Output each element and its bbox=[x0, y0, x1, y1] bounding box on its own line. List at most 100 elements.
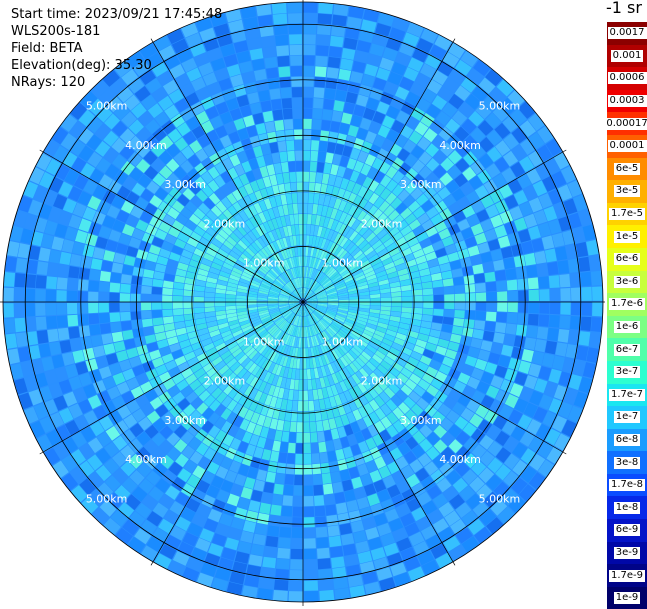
range-gate bbox=[240, 341, 251, 351]
range-gate bbox=[279, 151, 288, 163]
range-gate bbox=[280, 333, 287, 343]
range-gate bbox=[270, 327, 280, 337]
range-gate bbox=[102, 215, 116, 229]
range-gate bbox=[298, 390, 303, 401]
range-gate bbox=[250, 318, 261, 325]
range-gate bbox=[359, 307, 370, 313]
range-gate bbox=[46, 429, 62, 447]
range-gate bbox=[376, 67, 391, 81]
range-gate bbox=[317, 304, 328, 308]
range-gate bbox=[255, 252, 265, 262]
range-gate bbox=[361, 379, 372, 391]
range-gate bbox=[251, 58, 266, 71]
range-gate bbox=[470, 460, 487, 476]
colorbar-label: 3e-8 bbox=[613, 456, 641, 469]
range-gate bbox=[339, 523, 353, 535]
range-gate bbox=[193, 291, 205, 297]
range-gate bbox=[361, 213, 372, 225]
range-gate bbox=[460, 407, 475, 422]
range-gate bbox=[226, 412, 238, 425]
range-gate bbox=[482, 330, 495, 342]
range-gate bbox=[455, 352, 468, 364]
range-gate bbox=[226, 358, 238, 368]
range-gate bbox=[230, 517, 245, 530]
range-gate bbox=[181, 145, 195, 160]
range-gate bbox=[206, 81, 222, 96]
range-gate bbox=[462, 469, 478, 485]
range-gate bbox=[387, 484, 401, 498]
range-gate bbox=[486, 302, 497, 312]
range-gate bbox=[338, 223, 347, 235]
range-gate bbox=[257, 356, 267, 367]
range-gate bbox=[285, 312, 294, 321]
range-gate bbox=[343, 273, 354, 281]
range-gate bbox=[226, 493, 240, 507]
range-gate bbox=[412, 225, 425, 237]
range-gate bbox=[226, 286, 237, 292]
range-gate bbox=[266, 323, 276, 331]
range-gate bbox=[508, 495, 526, 513]
range-gate bbox=[280, 261, 287, 272]
range-gate bbox=[355, 236, 365, 247]
range-gate bbox=[384, 438, 398, 452]
range-gate bbox=[313, 367, 320, 379]
range-gate bbox=[368, 236, 380, 246]
range-gate bbox=[163, 193, 177, 207]
range-gate bbox=[193, 384, 206, 397]
range-gate bbox=[303, 13, 317, 24]
range-gate bbox=[383, 205, 395, 217]
range-gate bbox=[131, 319, 143, 330]
range-gate bbox=[395, 503, 411, 518]
range-gate bbox=[306, 303, 317, 308]
range-gate bbox=[395, 262, 407, 271]
range-gate bbox=[292, 203, 298, 214]
range-gate bbox=[248, 388, 258, 400]
range-gate bbox=[455, 527, 473, 544]
range-gate bbox=[413, 367, 426, 379]
range-gate bbox=[310, 432, 318, 443]
range-gate bbox=[463, 151, 478, 166]
range-gate bbox=[315, 271, 323, 281]
range-gate bbox=[209, 438, 222, 452]
range-gate bbox=[5, 333, 18, 349]
range-gate bbox=[348, 293, 359, 297]
range-ring-label: 3.00km bbox=[164, 414, 206, 427]
range-gate bbox=[316, 34, 330, 46]
range-gate bbox=[407, 57, 424, 72]
range-gate bbox=[314, 76, 326, 88]
range-gate bbox=[89, 269, 101, 281]
range-gate bbox=[138, 416, 153, 431]
range-gate bbox=[410, 319, 422, 327]
range-gate bbox=[336, 358, 346, 369]
range-gate bbox=[336, 165, 346, 178]
range-gate bbox=[249, 180, 260, 193]
range-gate bbox=[338, 344, 348, 354]
range-gate bbox=[281, 431, 290, 443]
range-gate bbox=[172, 550, 190, 566]
range-gate bbox=[267, 300, 278, 302]
range-gate bbox=[173, 166, 187, 180]
range-gate bbox=[224, 121, 237, 135]
range-gate bbox=[237, 284, 249, 291]
range-gate bbox=[141, 310, 152, 319]
range-gate bbox=[432, 315, 444, 324]
range-gate bbox=[303, 129, 312, 140]
range-gate bbox=[438, 527, 455, 543]
range-gate bbox=[181, 22, 199, 38]
range-gate bbox=[310, 325, 316, 336]
range-gate bbox=[119, 144, 135, 160]
range-gate bbox=[241, 357, 251, 368]
range-gate bbox=[334, 221, 343, 233]
range-gate bbox=[335, 89, 347, 102]
range-gate bbox=[251, 352, 261, 363]
range-gate bbox=[78, 218, 92, 233]
range-gate bbox=[13, 210, 28, 228]
range-gate bbox=[315, 526, 328, 538]
range-gate bbox=[259, 577, 274, 590]
range-gate bbox=[285, 356, 292, 368]
range-gate bbox=[582, 224, 596, 241]
range-gate bbox=[65, 364, 79, 379]
range-gate bbox=[214, 404, 227, 416]
range-gate bbox=[307, 203, 313, 214]
range-gate bbox=[122, 329, 134, 341]
